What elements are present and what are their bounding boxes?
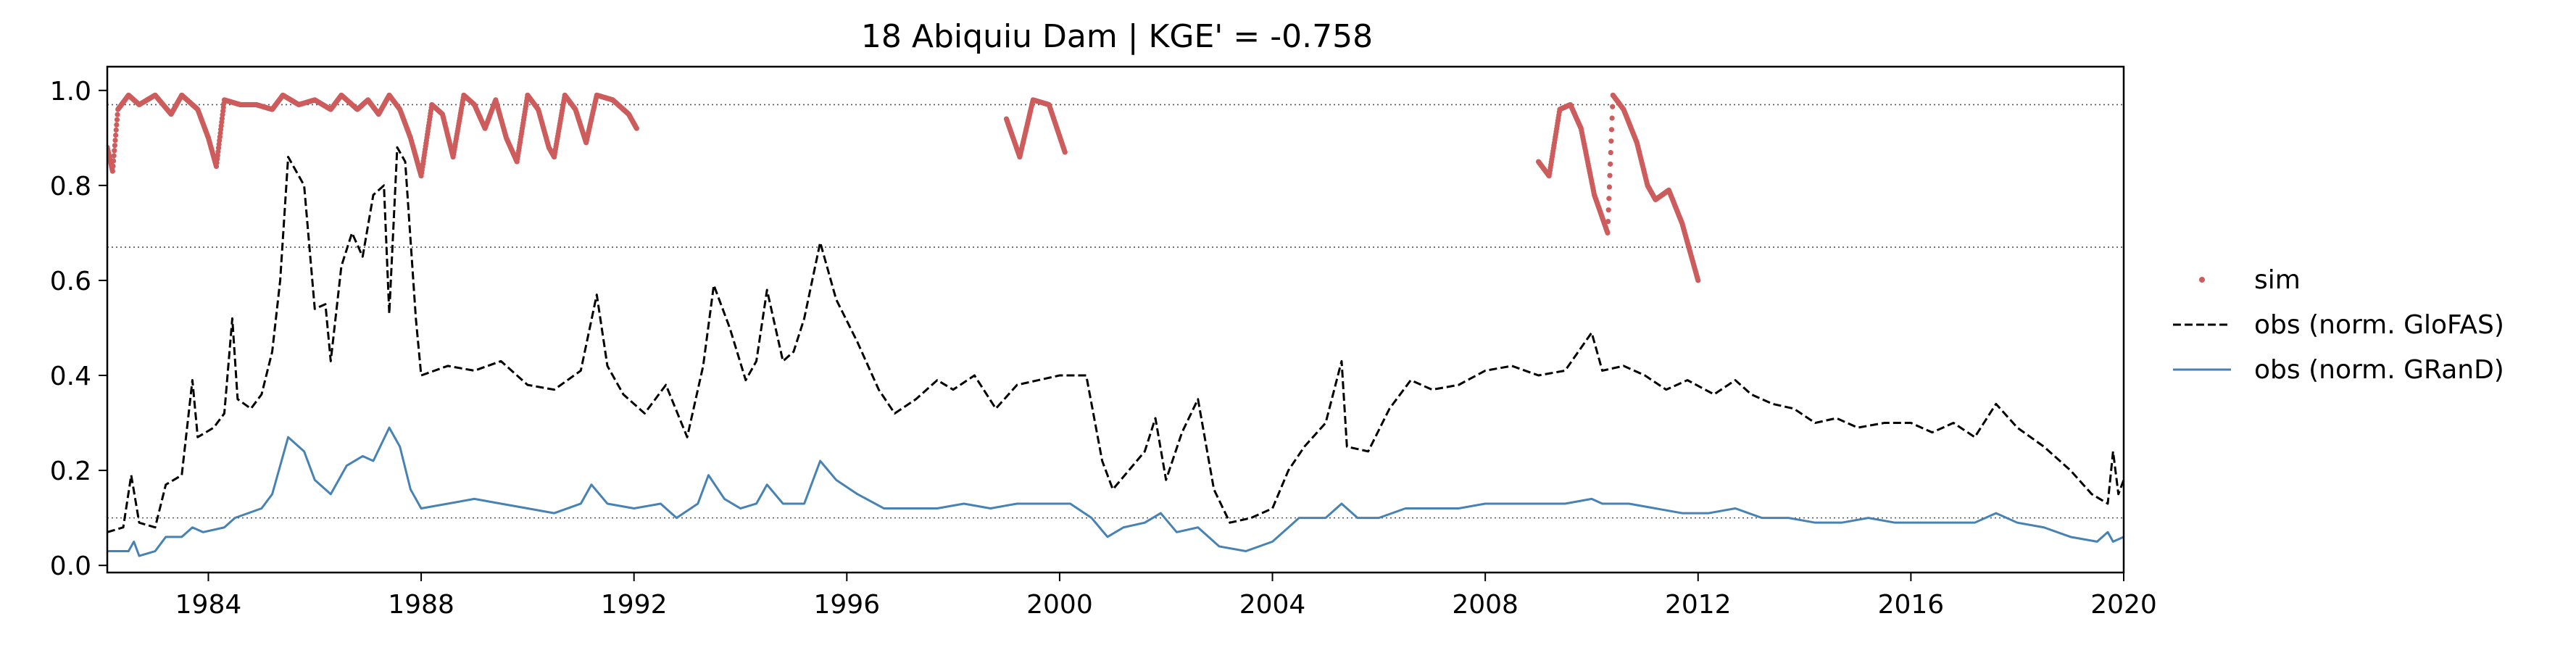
sim-point (633, 125, 639, 131)
series-grand-line (107, 426, 2124, 557)
x-tick-label: 2008 (1452, 590, 1518, 620)
x-tick-label: 1996 (813, 590, 880, 620)
legend: sim obs (norm. GloFAS) obs (norm. GRanD) (2173, 265, 2504, 385)
axes: 1984 1988 1992 1996 2000 2004 2008 2012 2016 2020… (50, 77, 2157, 620)
sim-point (112, 148, 117, 154)
sim-point (112, 137, 118, 143)
x-tick-label: 2000 (1026, 590, 1093, 620)
sim-point (110, 163, 116, 169)
sim-point (1607, 172, 1613, 178)
sim-point (1695, 278, 1701, 283)
sim-point (114, 122, 120, 128)
sim-point (1606, 196, 1612, 201)
sim-point (1608, 138, 1614, 144)
y-tick-label: 1.0 (50, 77, 91, 107)
y-tick-label: 0.8 (50, 172, 91, 201)
x-tick-label: 1992 (601, 590, 668, 620)
x-tick-label: 2020 (2090, 590, 2157, 620)
sim-point (1605, 207, 1611, 213)
legend-marker-sim (2199, 277, 2205, 283)
x-tick-label: 1988 (388, 590, 454, 620)
y-tick-label: 0.0 (50, 552, 91, 581)
x-tick-label: 1984 (175, 590, 242, 620)
sim-point (109, 168, 115, 174)
legend-label: obs (norm. GloFAS) (2254, 310, 2504, 340)
sim-point (112, 143, 117, 149)
sim-point (1605, 230, 1611, 236)
sim-point (1608, 161, 1613, 167)
sim-point (113, 127, 119, 133)
sim-point (1608, 149, 1613, 156)
sim-point (114, 117, 120, 122)
sim-point (113, 132, 119, 138)
y-tick-label: 0.4 (50, 362, 91, 391)
sim-point (1062, 149, 1068, 155)
legend-label: sim (2254, 265, 2301, 295)
sim-point (1606, 184, 1613, 190)
x-tick-label: 2012 (1665, 590, 1732, 620)
x-tick-label: 2016 (1878, 590, 1945, 620)
sim-point (1609, 115, 1615, 121)
sim-point (111, 153, 117, 159)
series-glofas-line (107, 146, 2124, 533)
sim-point (115, 112, 120, 117)
legend-label: obs (norm. GRanD) (2254, 355, 2504, 385)
y-tick-label: 0.6 (50, 267, 91, 296)
chart-title: 18 Abiquiu Dam | KGE' = -0.758 (861, 18, 1373, 55)
y-tick-label: 0.2 (50, 457, 91, 486)
plot-area (107, 92, 2124, 557)
sim-point (1605, 218, 1611, 225)
sim-point (110, 158, 117, 164)
sim-point (1610, 104, 1616, 109)
x-tick-label: 2004 (1239, 590, 1306, 620)
sim-point (1608, 127, 1615, 133)
